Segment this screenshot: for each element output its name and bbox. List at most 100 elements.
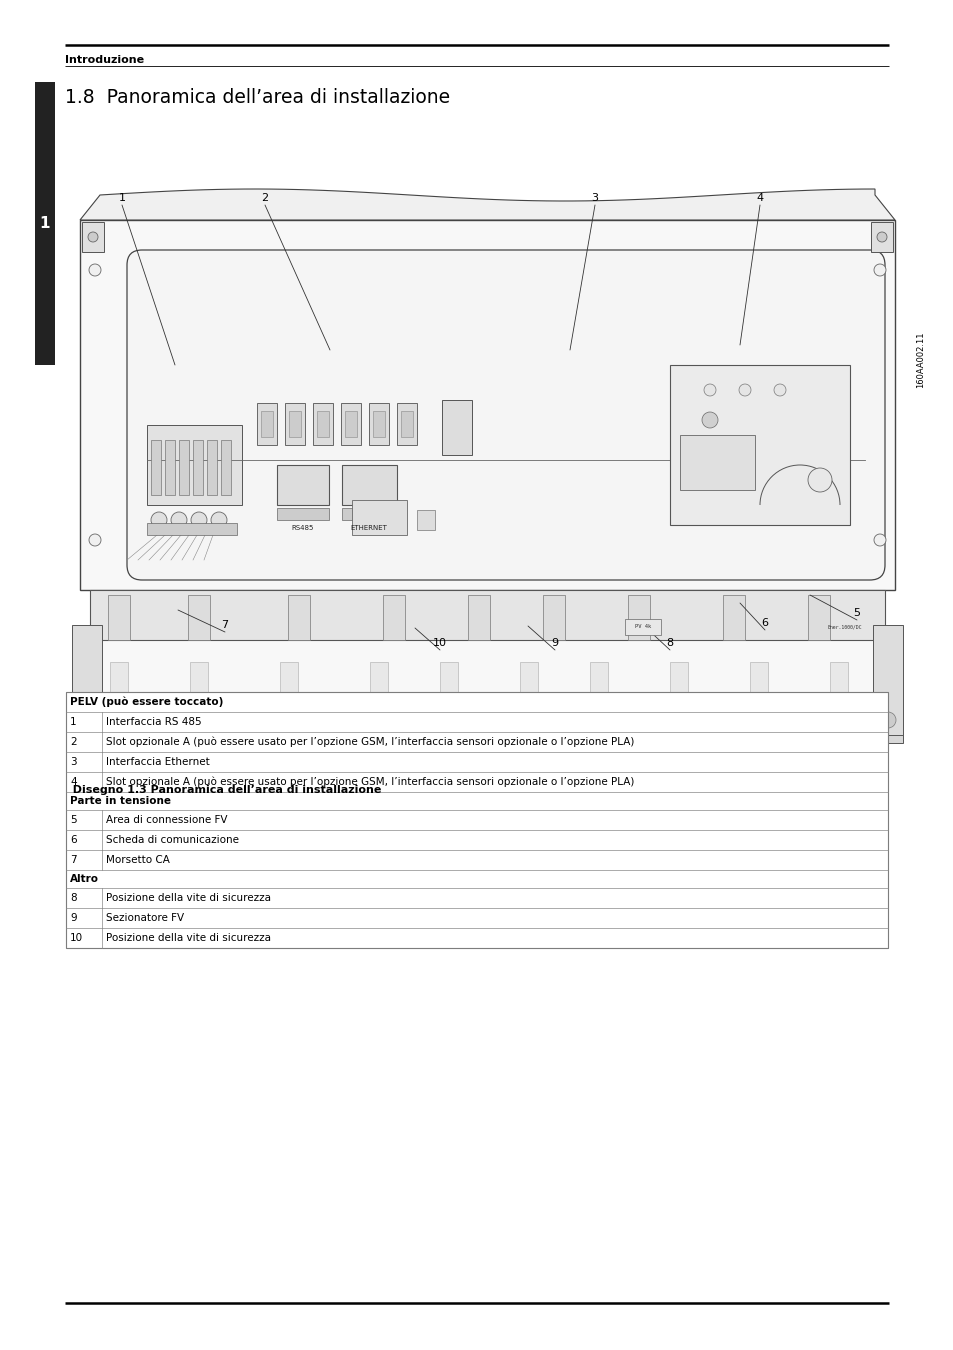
Text: Disegno 1.3 Panoramica dell’area di installazione: Disegno 1.3 Panoramica dell’area di inst… [65, 784, 381, 795]
Bar [542, 595, 564, 640]
FancyBboxPatch shape [127, 250, 884, 580]
Text: 10: 10 [70, 933, 83, 944]
Bar [340, 404, 360, 446]
Bar [256, 404, 276, 446]
Bar [870, 221, 892, 252]
Text: 4: 4 [756, 193, 762, 202]
Bar [90, 590, 884, 640]
Bar [589, 662, 607, 728]
Bar [276, 508, 329, 520]
Bar [369, 404, 389, 446]
Text: Ener.1000/DC: Ener.1000/DC [827, 625, 862, 629]
Bar [316, 410, 329, 437]
Bar [288, 595, 310, 640]
Text: 5: 5 [70, 815, 76, 825]
Circle shape [879, 711, 895, 728]
Text: 1.8  Panoramica dell’area di installazione: 1.8 Panoramica dell’area di installazion… [65, 88, 450, 107]
Text: 160AA002.11: 160AA002.11 [916, 332, 924, 389]
Text: PELV (può essere toccato): PELV (può essere toccato) [70, 697, 223, 707]
Bar [147, 522, 236, 535]
Bar [627, 595, 649, 640]
Bar [416, 510, 435, 531]
Circle shape [88, 232, 98, 242]
Bar [190, 662, 208, 728]
Bar [285, 404, 305, 446]
Text: ETHERNET: ETHERNET [350, 525, 387, 531]
Circle shape [773, 383, 785, 396]
Text: 8: 8 [70, 892, 76, 903]
Bar [341, 464, 396, 505]
Bar [439, 662, 457, 728]
Bar [313, 404, 333, 446]
Circle shape [873, 265, 885, 275]
Text: 7: 7 [70, 855, 76, 865]
Text: Morsetto CA: Morsetto CA [106, 855, 170, 865]
Text: Slot opzionale A (può essere usato per l’opzione GSM, l’interfaccia sensori opzi: Slot opzionale A (può essere usato per l… [106, 776, 634, 787]
Bar [345, 410, 356, 437]
Circle shape [876, 232, 886, 242]
Circle shape [151, 512, 167, 528]
Circle shape [211, 512, 227, 528]
Text: 2: 2 [70, 737, 76, 747]
Bar [341, 508, 396, 520]
Circle shape [701, 412, 718, 428]
Text: Scheda di comunicazione: Scheda di comunicazione [106, 836, 239, 845]
Bar [679, 435, 754, 490]
Text: Parte in tensione: Parte in tensione [70, 796, 171, 806]
Bar [382, 595, 405, 640]
Text: 10: 10 [433, 639, 447, 648]
Bar [468, 595, 490, 640]
Text: 9: 9 [551, 639, 558, 648]
Circle shape [703, 383, 716, 396]
Text: Area di connessione FV: Area di connessione FV [106, 815, 227, 825]
Circle shape [89, 265, 101, 275]
Bar [261, 410, 273, 437]
Circle shape [873, 535, 885, 545]
Polygon shape [80, 189, 894, 220]
Bar [147, 425, 242, 505]
Text: 8: 8 [666, 639, 673, 648]
Bar [80, 640, 894, 734]
Text: 5: 5 [853, 608, 860, 618]
Bar [722, 595, 744, 640]
Circle shape [739, 383, 750, 396]
Circle shape [171, 512, 187, 528]
Bar [71, 625, 102, 740]
Text: 3: 3 [70, 757, 76, 767]
Bar [165, 440, 174, 495]
Bar [108, 595, 130, 640]
Bar [35, 82, 55, 364]
Bar [373, 410, 385, 437]
Text: PV 4k: PV 4k [634, 625, 651, 629]
Bar [207, 440, 216, 495]
Text: 6: 6 [760, 618, 768, 628]
Bar [82, 221, 104, 252]
Bar [66, 693, 887, 948]
Bar [352, 500, 407, 535]
Bar [441, 400, 472, 455]
Text: Posizione della vite di sicurezza: Posizione della vite di sicurezza [106, 933, 271, 944]
Bar [276, 464, 329, 505]
Bar [110, 662, 128, 728]
Text: 6: 6 [70, 836, 76, 845]
Text: 4: 4 [70, 778, 76, 787]
Bar [71, 734, 902, 743]
Bar [289, 410, 301, 437]
Text: 9: 9 [70, 913, 76, 923]
Circle shape [807, 468, 831, 491]
Bar [221, 440, 231, 495]
Bar [519, 662, 537, 728]
Text: 1: 1 [118, 193, 126, 202]
Text: Introduzione: Introduzione [65, 55, 144, 65]
Text: Posizione della vite di sicurezza: Posizione della vite di sicurezza [106, 892, 271, 903]
Text: 2: 2 [261, 193, 269, 202]
Bar [370, 662, 388, 728]
Text: RS485: RS485 [292, 525, 314, 531]
Bar [749, 662, 767, 728]
Text: Interfaccia RS 485: Interfaccia RS 485 [106, 717, 201, 728]
Circle shape [191, 512, 207, 528]
Bar [151, 440, 161, 495]
Bar [807, 595, 829, 640]
Text: Sezionatore FV: Sezionatore FV [106, 913, 184, 923]
Text: 7: 7 [221, 620, 229, 630]
